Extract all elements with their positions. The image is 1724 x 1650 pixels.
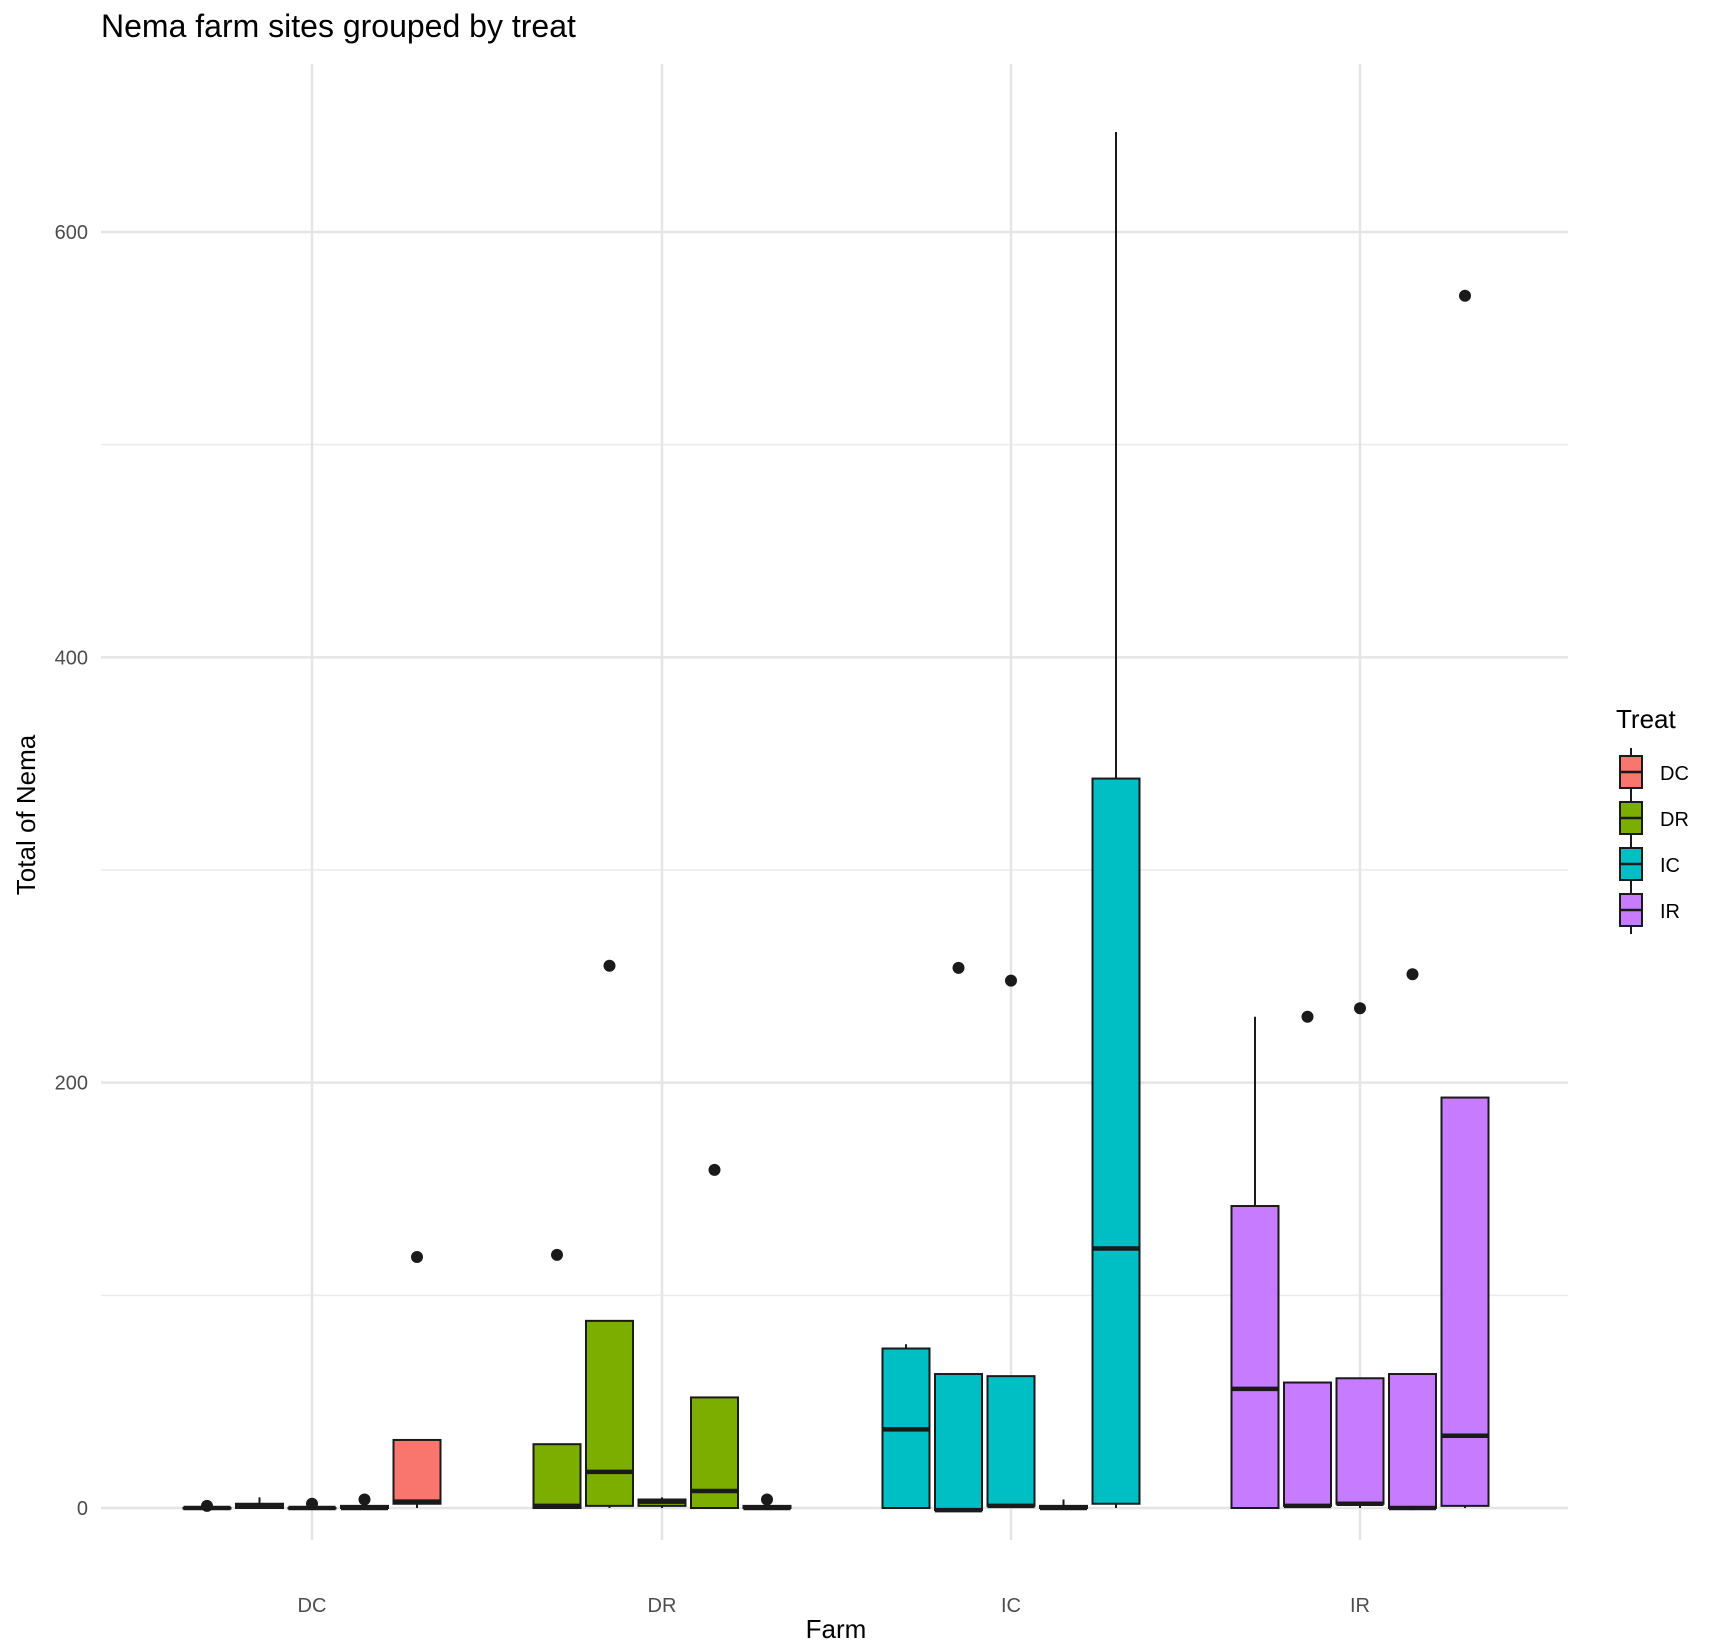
y-tick-label: 600 bbox=[55, 222, 88, 244]
y-tick-label: 0 bbox=[77, 1498, 88, 1520]
outlier-point bbox=[306, 1497, 318, 1510]
box bbox=[1335, 1377, 1385, 1505]
outlier-point bbox=[358, 1493, 371, 1506]
boxplot bbox=[532, 1248, 582, 1509]
legend-label: IR bbox=[1660, 901, 1680, 923]
outlier-point bbox=[1005, 974, 1017, 987]
box-group-dr bbox=[532, 959, 792, 1511]
outlier-point bbox=[1406, 968, 1419, 981]
box-group-ic bbox=[881, 132, 1141, 1513]
box bbox=[1091, 777, 1141, 1505]
box-group-ir bbox=[1230, 289, 1490, 1511]
outlier-point bbox=[201, 1499, 213, 1512]
legend-key-ic bbox=[1619, 840, 1643, 888]
boxplot bbox=[690, 1163, 739, 1509]
chart-title: Nema farm sites grouped by treat bbox=[101, 8, 576, 44]
box-group-dc bbox=[182, 1251, 442, 1512]
box bbox=[1230, 1205, 1280, 1509]
x-tick-label: DR bbox=[648, 1595, 677, 1617]
axes: Farm Total of Nema 0 200 400 600 DC DR IC IR bbox=[11, 222, 1370, 1644]
boxplot bbox=[585, 959, 634, 1508]
legend-label: DR bbox=[1660, 809, 1689, 831]
outlier-point bbox=[708, 1163, 721, 1176]
grid-lines bbox=[101, 64, 1568, 1540]
boxplot bbox=[1335, 1002, 1385, 1508]
outlier-point bbox=[1459, 289, 1471, 302]
boxplot bbox=[287, 1497, 337, 1511]
boxplot bbox=[1091, 132, 1141, 1508]
outlier-point bbox=[1301, 1010, 1314, 1023]
box bbox=[392, 1438, 442, 1505]
boxplot bbox=[182, 1499, 232, 1512]
legend-title: Treat bbox=[1616, 704, 1676, 734]
box bbox=[532, 1443, 582, 1509]
outlier-point bbox=[551, 1248, 563, 1261]
legend-label: IC bbox=[1660, 855, 1680, 877]
boxplot bbox=[881, 1344, 931, 1509]
boxplot bbox=[637, 1497, 687, 1508]
boxplot-groups bbox=[182, 132, 1490, 1513]
boxplot bbox=[1388, 968, 1437, 1511]
outlier-point bbox=[411, 1251, 423, 1264]
x-tick-label: IC bbox=[1001, 1595, 1021, 1617]
box bbox=[986, 1375, 1036, 1507]
boxplot bbox=[340, 1493, 389, 1511]
legend-key-dr bbox=[1619, 794, 1643, 842]
y-tick-label: 200 bbox=[55, 1073, 88, 1095]
y-tick-label: 400 bbox=[55, 647, 88, 669]
box bbox=[934, 1373, 983, 1512]
boxplot bbox=[1039, 1499, 1088, 1511]
boxplot bbox=[392, 1251, 442, 1508]
box bbox=[585, 1319, 634, 1507]
boxplot bbox=[1440, 289, 1490, 1508]
x-axis-title: Farm bbox=[806, 1614, 867, 1644]
legend-label: DC bbox=[1660, 763, 1689, 785]
boxplot bbox=[934, 961, 983, 1513]
legend-key-dc bbox=[1619, 748, 1643, 796]
outlier-point bbox=[761, 1493, 773, 1506]
outlier-point bbox=[952, 961, 965, 974]
outlier-point bbox=[603, 959, 616, 972]
box bbox=[1283, 1381, 1332, 1507]
boxplot bbox=[1283, 1010, 1332, 1509]
box bbox=[1440, 1096, 1490, 1507]
boxplot bbox=[235, 1497, 284, 1510]
boxplot bbox=[986, 974, 1036, 1509]
x-tick-label: DC bbox=[298, 1595, 327, 1617]
y-axis-title: Total of Nema bbox=[11, 734, 41, 895]
box bbox=[1388, 1373, 1437, 1510]
x-tick-label: IR bbox=[1350, 1595, 1370, 1617]
boxplot bbox=[742, 1493, 792, 1511]
boxplot bbox=[1230, 1016, 1280, 1509]
outlier-point bbox=[1354, 1002, 1366, 1015]
legend: Treat DC DR IC IR bbox=[1616, 704, 1689, 934]
legend-key-ir bbox=[1619, 886, 1643, 934]
